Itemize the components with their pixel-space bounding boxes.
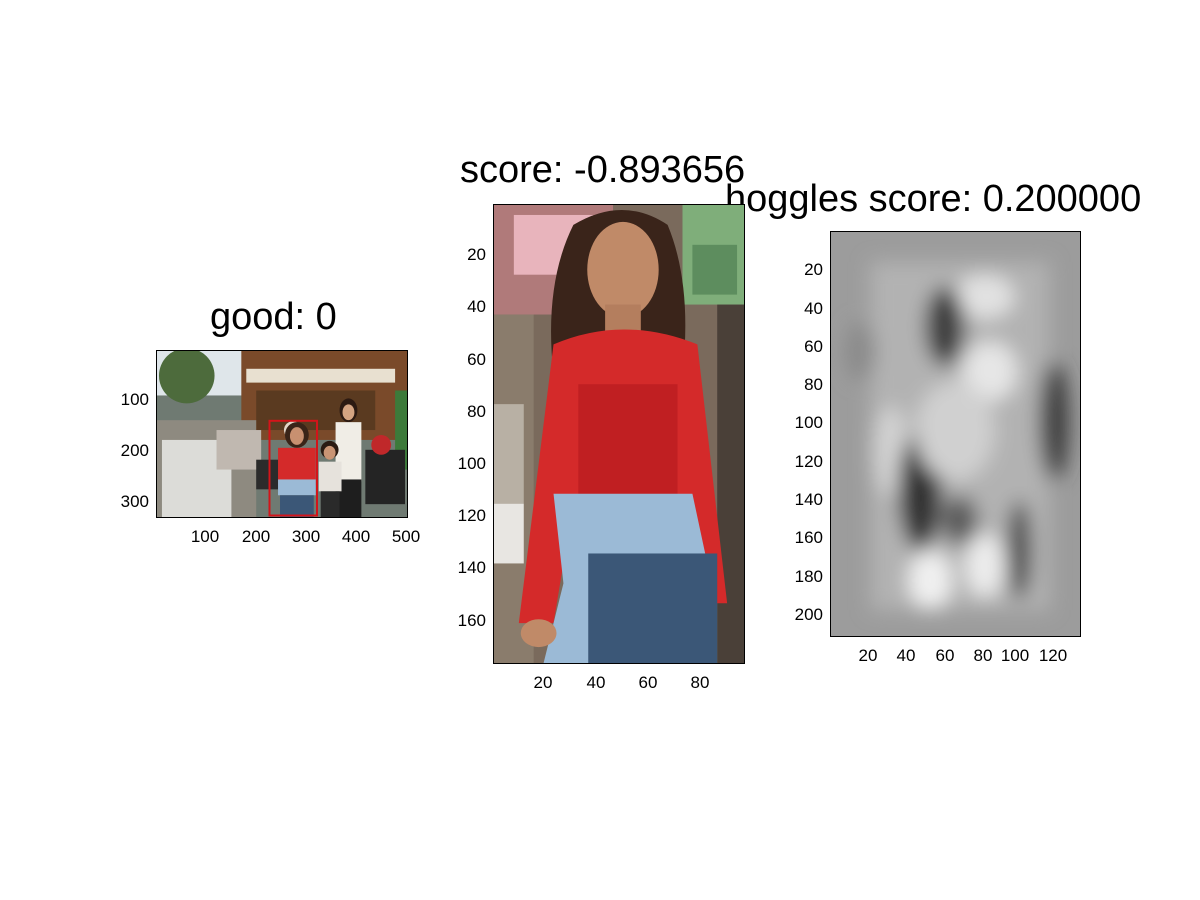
- y-tick-label: 200: [120, 441, 149, 460]
- x-tick-label: 500: [391, 527, 421, 546]
- y-tick-label: 80: [804, 375, 823, 394]
- y-tick-label: 60: [804, 337, 823, 356]
- x-tick-label: 100: [1000, 646, 1030, 665]
- full-scene-image: [156, 350, 408, 518]
- x-tick-label: 20: [858, 646, 878, 665]
- y-tick-label: 300: [120, 492, 149, 511]
- hoggles-image: [830, 231, 1081, 637]
- crop-image: [493, 204, 745, 664]
- y-tick-label: 40: [467, 297, 486, 316]
- y-tick-label: 20: [467, 245, 486, 264]
- panel-title-hoggles-score: hoggles score: 0.200000: [725, 178, 1142, 220]
- y-tick-label: 60: [467, 350, 486, 369]
- x-tick-label: 20: [533, 673, 553, 692]
- y-tick-label: 100: [120, 390, 149, 409]
- x-tick-label: 60: [935, 646, 955, 665]
- x-tick-label: 200: [241, 527, 271, 546]
- y-tick-label: 80: [467, 402, 486, 421]
- x-tick-label: 60: [638, 673, 658, 692]
- y-tick-label: 40: [804, 299, 823, 318]
- x-tick-label: 120: [1038, 646, 1068, 665]
- y-tick-label: 140: [794, 490, 823, 509]
- x-tick-label: 300: [291, 527, 321, 546]
- y-tick-label: 100: [457, 454, 486, 473]
- x-tick-label: 400: [341, 527, 371, 546]
- y-tick-label: 120: [794, 452, 823, 471]
- y-tick-label: 200: [794, 605, 823, 624]
- x-tick-label: 80: [690, 673, 710, 692]
- x-tick-label: 40: [896, 646, 916, 665]
- y-tick-label: 180: [794, 567, 823, 586]
- y-tick-label: 160: [457, 611, 486, 630]
- x-tick-label: 40: [586, 673, 606, 692]
- x-tick-label: 80: [973, 646, 993, 665]
- x-tick-label: 100: [190, 527, 220, 546]
- y-tick-label: 100: [794, 413, 823, 432]
- panel-title-score: score: -0.893656: [460, 149, 746, 191]
- panel-title-good: good: 0: [210, 296, 337, 338]
- y-tick-label: 160: [794, 528, 823, 547]
- detection-box: [268, 419, 318, 517]
- y-tick-label: 20: [804, 260, 823, 279]
- y-tick-label: 120: [457, 506, 486, 525]
- y-tick-label: 140: [457, 558, 486, 577]
